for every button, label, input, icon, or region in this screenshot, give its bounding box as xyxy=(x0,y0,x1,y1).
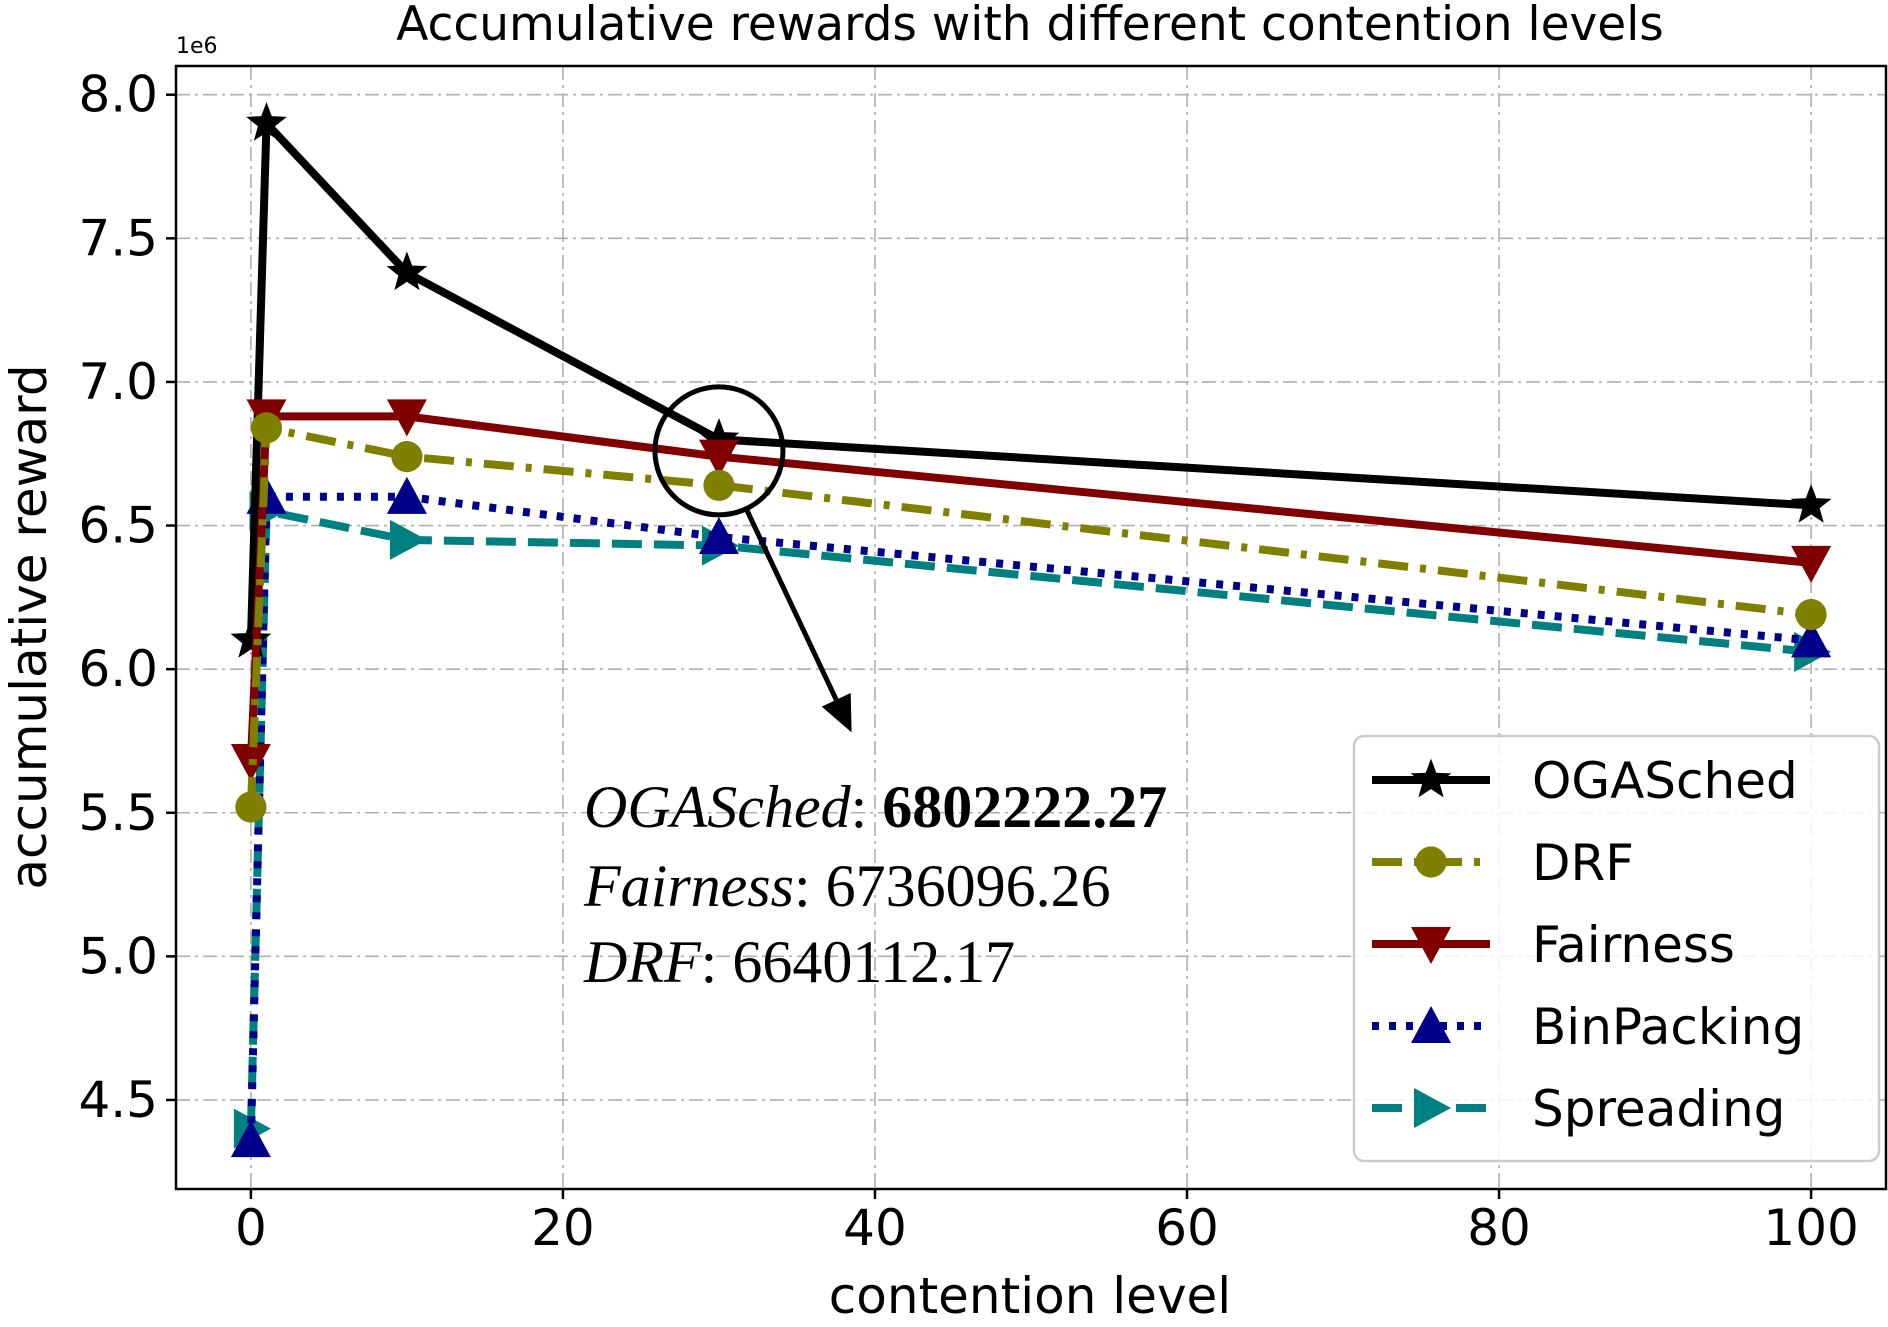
annotation-fairness-value: 6736096.26 xyxy=(826,853,1111,919)
x-tick-label: 100 xyxy=(1763,1199,1858,1257)
y-tick-label: 5.0 xyxy=(78,927,158,985)
annotation-separator: : xyxy=(794,853,826,919)
annotation: OGASched: 6802222.27 Fairness: 6736096.2… xyxy=(583,384,1167,995)
y-tick-label: 8.0 xyxy=(78,66,158,124)
annotation-arrowhead xyxy=(821,692,852,733)
legend-entry-spreading: Spreading xyxy=(1372,1080,1785,1138)
legend-marker xyxy=(1411,927,1451,964)
data-point-marker xyxy=(1791,545,1832,583)
y-tick-label: 7.5 xyxy=(78,209,158,267)
x-tick-label: 60 xyxy=(1155,1199,1219,1257)
legend-label: Spreading xyxy=(1532,1080,1785,1138)
data-point-marker xyxy=(1791,620,1832,658)
data-point-marker xyxy=(250,412,283,444)
annotation-circle xyxy=(652,384,786,518)
data-point-marker xyxy=(698,439,739,477)
annotation-ogasched-name: OGASched xyxy=(584,774,852,840)
data-point-marker xyxy=(246,101,287,141)
x-axis-ticks: 0 20 40 60 80 100 xyxy=(235,1189,1859,1257)
annotation-line-ogasched: OGASched: 6802222.27 xyxy=(584,774,1167,840)
legend-entry-ogasched: OGASched xyxy=(1372,752,1798,810)
legend-label: OGASched xyxy=(1532,752,1798,810)
data-point-marker xyxy=(1795,598,1827,631)
x-tick-label: 20 xyxy=(531,1199,595,1257)
series-layer xyxy=(230,101,1832,1158)
legend-label: DRF xyxy=(1532,834,1634,892)
legend-entry-binpacking: BinPacking xyxy=(1372,998,1804,1056)
plot-area xyxy=(174,64,1888,1191)
x-tick-label: 0 xyxy=(235,1199,267,1257)
data-point-marker xyxy=(391,441,423,473)
annotation-line-fairness: Fairness: 6736096.26 xyxy=(583,853,1111,919)
data-point-marker xyxy=(1790,483,1832,523)
y-scale-label: 1e6 xyxy=(176,34,218,59)
y-tick-label: 6.5 xyxy=(78,497,158,555)
annotation-arrow xyxy=(743,507,839,701)
y-axis-label: accumulative reward xyxy=(0,364,58,889)
data-point-marker xyxy=(386,476,427,514)
legend-entries: OGASched DRF Fairness BinPacking Spreading xyxy=(1372,752,1804,1138)
data-point-marker xyxy=(235,791,267,823)
legend-entry-drf: DRF xyxy=(1372,834,1634,892)
legend-marker xyxy=(1414,1088,1451,1128)
series-ogasched xyxy=(230,101,1832,658)
chart-title: Accumulative rewards with different cont… xyxy=(396,0,1664,52)
legend-label: Fairness xyxy=(1532,916,1735,974)
annotation-ogasched-value: 6802222.27 xyxy=(882,774,1167,840)
annotation-separator: : xyxy=(851,774,883,840)
data-point-marker xyxy=(703,469,735,501)
legend-box xyxy=(1352,734,1881,1163)
legend-marker xyxy=(1410,758,1452,798)
data-point-marker xyxy=(698,517,739,555)
data-point-marker xyxy=(230,1120,271,1158)
annotation-fairness-name: Fairness xyxy=(583,853,794,919)
series-drf xyxy=(235,412,1827,823)
annotation-separator: : xyxy=(701,929,733,995)
y-tick-label: 7.0 xyxy=(78,353,158,411)
annotation-line-drf: DRF: 6640112.17 xyxy=(583,929,1015,995)
legend-label: BinPacking xyxy=(1532,998,1804,1056)
legend-marker xyxy=(1415,846,1447,878)
annotation-drf-value: 6640112.17 xyxy=(732,929,1015,995)
data-point-marker xyxy=(386,251,428,291)
y-tick-label: 5.5 xyxy=(78,784,158,842)
x-tick-label: 40 xyxy=(843,1199,907,1257)
data-point-marker xyxy=(230,618,272,658)
data-point-marker xyxy=(389,519,427,560)
legend: OGASched DRF Fairness BinPacking Spreading xyxy=(1352,734,1881,1163)
data-point-marker xyxy=(386,399,427,437)
legend-entry-fairness: Fairness xyxy=(1372,916,1735,974)
y-tick-label: 4.5 xyxy=(78,1071,158,1129)
y-tick-label: 6.0 xyxy=(78,640,158,698)
legend-marker xyxy=(1411,1006,1451,1043)
x-tick-label: 80 xyxy=(1467,1199,1531,1257)
annotation-drf-name: DRF xyxy=(583,929,702,995)
x-axis-label: contention level xyxy=(829,1267,1231,1325)
y-axis-ticks: 4.5 5.0 5.5 6.0 6.5 7.0 7.5 8.0 xyxy=(78,66,176,1129)
